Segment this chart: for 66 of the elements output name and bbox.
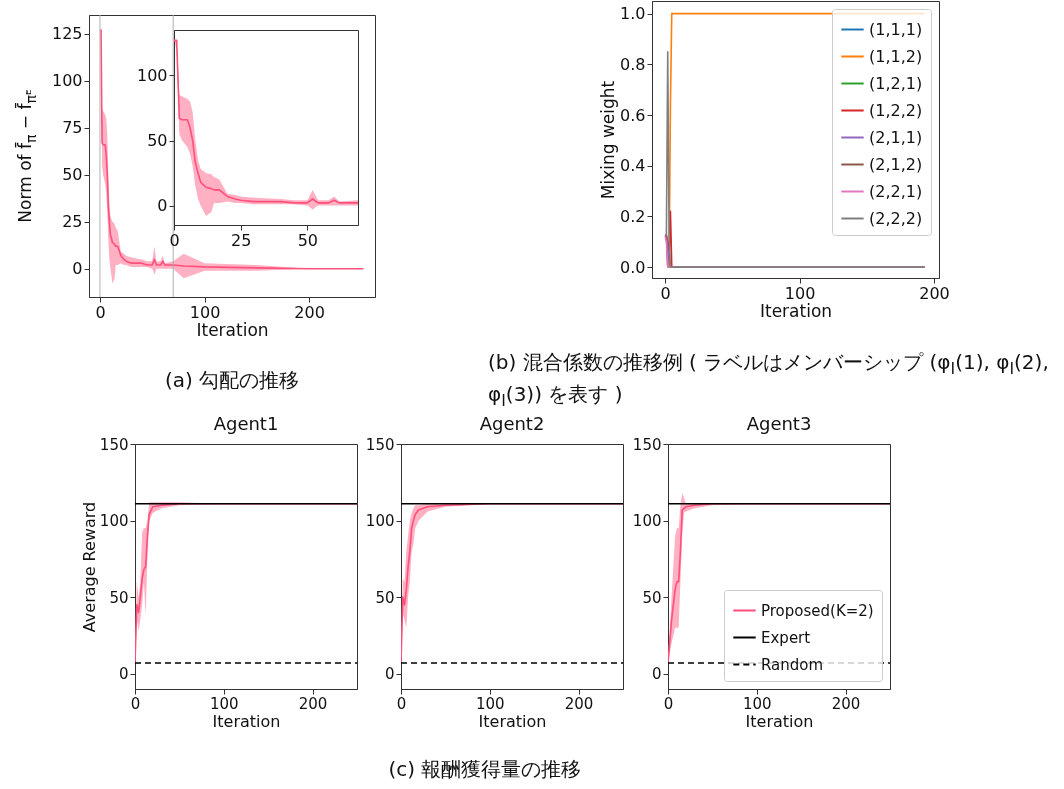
y-tick-label: 25	[62, 212, 83, 232]
x-tick-label: 0	[130, 694, 141, 713]
legend-label: (1,1,1)	[869, 19, 923, 39]
legend-label: (2,1,2)	[869, 154, 923, 174]
y-tick-label: 100	[99, 512, 129, 531]
y-tick-label: 0	[651, 665, 662, 684]
y-axis-title: Average Reward	[79, 501, 99, 633]
y-tick-label: 100	[51, 71, 83, 91]
chart-title: Agent2	[479, 413, 545, 434]
text: (a) 勾配の推移	[164, 367, 300, 394]
y-tick-label: 0.6	[620, 105, 646, 125]
chart-title: Agent3	[746, 413, 812, 434]
legend-label: Random	[761, 655, 824, 674]
text: (b) 混合係数の推移例 ( ラベルはメンバーシップ (φ$_{l}$(1), φ$_{l}$(2), φ$_{l}$(3)) を表す )	[488, 350, 1049, 411]
x-axis-title: Iteration	[212, 711, 281, 731]
legend-label: (2,2,2)	[869, 208, 923, 228]
y-tick-label: 150	[99, 435, 129, 454]
legend-label: (1,2,1)	[869, 73, 923, 93]
y-tick-label: 0	[384, 665, 395, 684]
x-tick-label: 200	[831, 694, 861, 713]
y-tick-label: 100	[365, 512, 395, 531]
y-tick-label: 125	[51, 24, 83, 44]
x-axis-title: Iteration	[196, 319, 269, 340]
legend-label: (1,2,2)	[869, 100, 923, 120]
x-tick-label: 100	[742, 694, 772, 713]
legend-label: (2,2,1)	[869, 181, 923, 201]
x-tick-label: 200	[564, 694, 594, 713]
y-tick-label: 0.8	[620, 54, 646, 74]
x-tick-label: 0	[663, 694, 674, 713]
x-tick-label: 100	[475, 694, 505, 713]
x-tick-label: 25	[230, 230, 252, 250]
legend-label: (1,1,2)	[869, 46, 923, 66]
x-tick-label: 100	[209, 694, 239, 713]
y-tick-label: 150	[365, 435, 395, 454]
x-axis-title: Iteration	[478, 711, 547, 731]
x-tick-label: 200	[919, 283, 950, 303]
y-tick-label: 0	[157, 196, 168, 215]
y-tick-label: 100	[136, 66, 168, 85]
x-tick-label: 100	[784, 283, 816, 303]
x-tick-label: 200	[294, 302, 325, 322]
legend-label: Expert	[761, 628, 811, 647]
y-tick-label: 50	[109, 588, 129, 607]
y-tick-label: 0	[72, 259, 83, 279]
x-axis-title: Iteration	[759, 300, 833, 321]
legend-label: Proposed(K=2)	[761, 601, 874, 620]
chart-title: Agent1	[213, 413, 279, 434]
y-tick-label: 50	[147, 131, 168, 150]
x-tick-label: 50	[297, 230, 319, 250]
y-tick-label: 1.0	[620, 4, 646, 24]
y-tick-label: 50	[62, 165, 83, 185]
y-tick-label: 0.2	[620, 206, 646, 226]
y-tick-label: 0.4	[620, 156, 646, 176]
x-axis-title: Iteration	[745, 711, 814, 731]
text: (c) 報酬獲得量の推移	[388, 756, 582, 783]
y-tick-label: 0.0	[620, 257, 646, 277]
y-tick-label: 75	[62, 118, 83, 138]
y-tick-label: 100	[632, 512, 662, 531]
y-tick-label: 0	[118, 665, 129, 684]
y-axis-title: Mixing weight	[598, 80, 619, 200]
y-tick-label: 50	[642, 588, 662, 607]
legend-label: (2,1,1)	[869, 127, 923, 147]
x-tick-label: 100	[189, 302, 221, 322]
y-tick-label: 50	[375, 588, 395, 607]
y-tick-label: 150	[632, 435, 662, 454]
x-tick-label: 200	[298, 694, 328, 713]
x-tick-label: 0	[396, 694, 407, 713]
